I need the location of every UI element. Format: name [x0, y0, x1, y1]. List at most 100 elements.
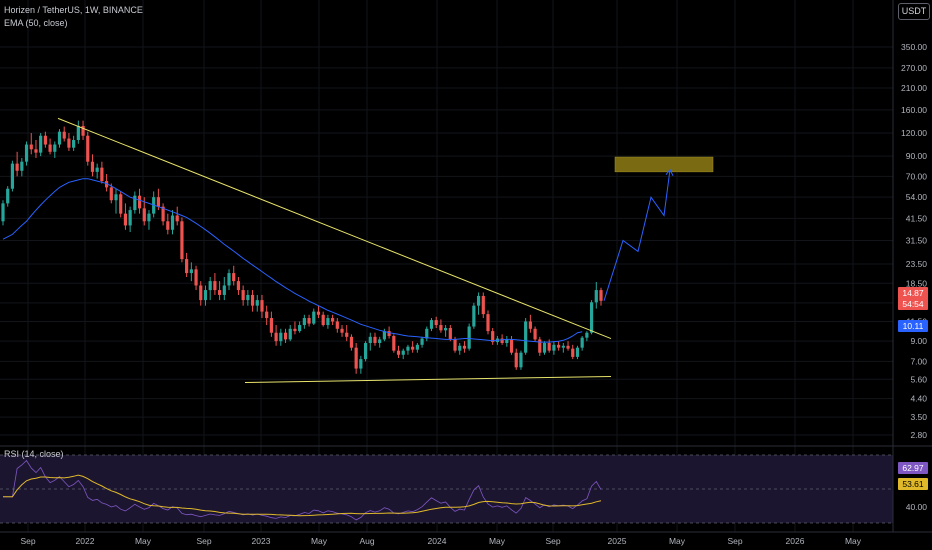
candle-body: [378, 339, 382, 343]
candle-body: [486, 314, 490, 332]
y-tick-label: 210.00: [901, 83, 927, 93]
y-tick-label: 2.80: [910, 430, 927, 440]
candle-body: [86, 135, 90, 162]
candle-body: [57, 131, 62, 145]
candle-body: [354, 347, 358, 369]
projection-arrow-head: [665, 168, 674, 176]
symbol-title: Horizen / TetherUS, 1W, BINANCE: [4, 5, 143, 15]
y-tick-label: 270.00: [901, 63, 927, 73]
rsi-label: RSI (14, close): [4, 449, 64, 459]
y-tick-label: 41.50: [906, 213, 928, 223]
candle-body: [250, 294, 255, 306]
candle-body: [538, 339, 542, 353]
candle-body: [307, 318, 311, 324]
candle-body: [382, 331, 387, 340]
y-tick-label: 7.00: [910, 356, 927, 366]
candle-body: [542, 342, 547, 353]
candle-body: [114, 194, 118, 201]
candle-body: [458, 345, 462, 351]
candle-body: [500, 338, 504, 343]
candle-body: [585, 332, 589, 338]
candle-body: [10, 163, 15, 189]
candle-body: [514, 352, 518, 368]
y-axis-ticks[interactable]: 2.803.504.405.607.009.0011.5014.5018.502…: [901, 42, 927, 440]
candle-body: [557, 344, 561, 348]
candle-body: [72, 140, 76, 148]
candle-body: [185, 259, 189, 274]
candle-body: [462, 345, 467, 349]
currency-unit: USDT: [901, 6, 927, 16]
candle-body: [62, 131, 66, 139]
candle-body: [1, 203, 5, 222]
candle-body: [137, 195, 142, 209]
candle-body: [6, 188, 10, 204]
candle-body: [274, 332, 278, 342]
candle-body: [519, 352, 523, 368]
countdown-value: 54:54: [902, 299, 924, 309]
candle-body: [467, 326, 471, 349]
candle-body: [571, 348, 575, 357]
x-tick-label: May: [845, 536, 862, 546]
candle-body: [528, 321, 532, 329]
x-tick-label: 2024: [428, 536, 447, 546]
ema-price-tag: 10.11: [898, 320, 928, 332]
candle-body: [48, 144, 52, 152]
candle-body: [76, 125, 80, 141]
x-tick-label: Aug: [359, 536, 374, 546]
x-tick-label: Sep: [727, 536, 742, 546]
currency-unit-button[interactable]: USDT: [898, 3, 930, 20]
candle-body: [331, 318, 335, 322]
candle-body: [34, 149, 38, 153]
candle-body: [392, 335, 396, 351]
candle-body: [170, 215, 175, 230]
candle-body: [453, 339, 457, 351]
candle-body: [472, 305, 476, 327]
candle-body: [481, 295, 485, 315]
x-tick-label: May: [489, 536, 506, 546]
ema-legend[interactable]: EMA (50, close): [4, 18, 68, 28]
candle-body: [232, 273, 236, 282]
rsi-value-tag: 62.97: [898, 462, 928, 474]
symbol-legend[interactable]: Horizen / TetherUS, 1W, BINANCE: [4, 5, 143, 15]
candle-body: [599, 290, 603, 301]
y-tick-label: 5.60: [910, 374, 927, 384]
rsi-legend[interactable]: RSI (14, close): [4, 449, 64, 459]
candle-body: [345, 332, 349, 337]
candle-body: [283, 332, 288, 340]
x-tick-label: 2023: [252, 536, 271, 546]
y-tick-label: 70.00: [906, 171, 928, 181]
candle-body: [208, 281, 212, 291]
x-axis-ticks[interactable]: Sep 2022 May Sep 2023 May Aug 2024 May Sep 2025 May…: [20, 536, 861, 546]
candle-body: [533, 328, 537, 340]
x-tick-label: 2025: [608, 536, 627, 546]
candle-body: [509, 339, 514, 353]
candle-body: [288, 328, 292, 340]
candle-body: [128, 210, 132, 226]
candle-body: [147, 213, 151, 222]
candle-body: [119, 194, 123, 214]
y-tick-label: 160.00: [901, 105, 927, 115]
candle-body: [156, 197, 160, 207]
candle-body: [81, 125, 85, 136]
candle-body: [53, 144, 57, 152]
candle-body: [415, 344, 419, 350]
x-tick-label: Sep: [196, 536, 211, 546]
y-tick-label: 3.50: [910, 412, 927, 422]
x-tick-label: May: [135, 536, 152, 546]
candle-body: [260, 300, 264, 312]
rsi-ma-line: [3, 474, 602, 517]
x-tick-label: Sep: [545, 536, 560, 546]
candle-body: [90, 161, 95, 172]
x-tick-label: Sep: [20, 536, 35, 546]
candle-body: [312, 311, 316, 324]
candle-body: [335, 321, 339, 329]
last-price-tag: 14.87: [898, 287, 928, 299]
candle-body: [166, 221, 170, 230]
candle-body: [491, 331, 495, 343]
y-tick-label: 120.00: [901, 128, 927, 138]
x-tick-label: May: [311, 536, 328, 546]
candle-body: [15, 163, 19, 171]
candle-body: [321, 314, 325, 326]
candle-body: [349, 336, 354, 348]
y-tick-label: 90.00: [906, 151, 928, 161]
